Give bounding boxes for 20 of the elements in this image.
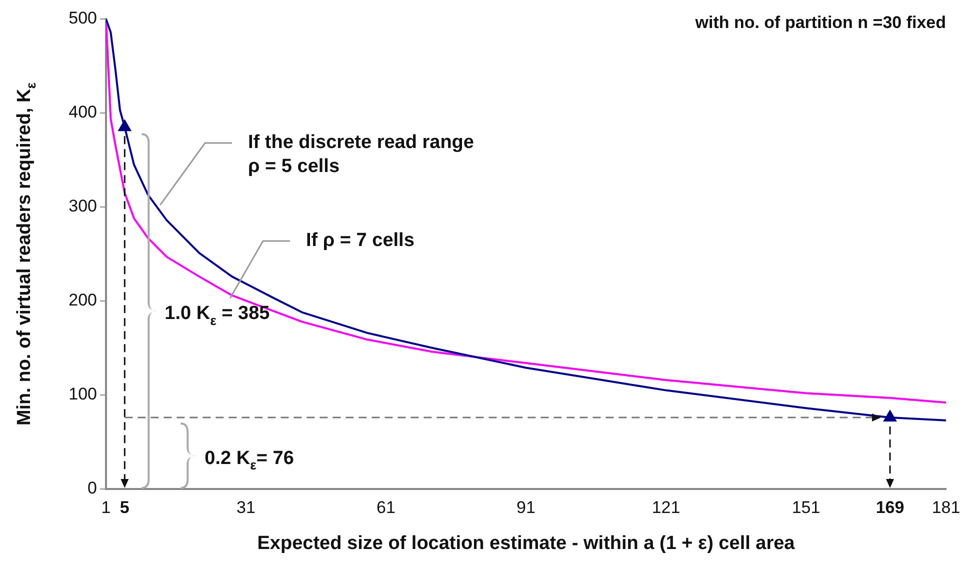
x-tick-label: 91 <box>516 498 536 517</box>
y-tick-label: 400 <box>68 102 97 122</box>
x-tick-label: 181 <box>932 498 960 517</box>
y-tick-label: 0 <box>88 478 97 498</box>
y-axis-title: Min. no. of virtual readers required, Kε <box>14 82 39 426</box>
x-tick-label: 5 <box>120 498 130 517</box>
annotation: If ρ = 7 cells <box>306 230 414 251</box>
x-tick-label: 169 <box>876 498 904 517</box>
chart-subtitle: with no. of partition n =30 fixed <box>694 13 946 32</box>
x-tick-label: 1 <box>101 498 111 517</box>
y-tick-label: 200 <box>68 290 97 310</box>
x-tick-label: 61 <box>376 498 396 517</box>
y-tick-label: 300 <box>68 196 97 216</box>
y-tick-label: 500 <box>68 8 97 28</box>
y-tick-label: 100 <box>68 384 97 404</box>
x-tick-label: 31 <box>236 498 256 517</box>
x-axis-title: Expected size of location estimate - within a (1 + ε) cell area <box>257 533 796 554</box>
x-tick-label: 121 <box>652 498 680 517</box>
x-tick-label: 151 <box>792 498 820 517</box>
annotation: If the discrete read range ρ = 5 cells <box>248 132 474 177</box>
